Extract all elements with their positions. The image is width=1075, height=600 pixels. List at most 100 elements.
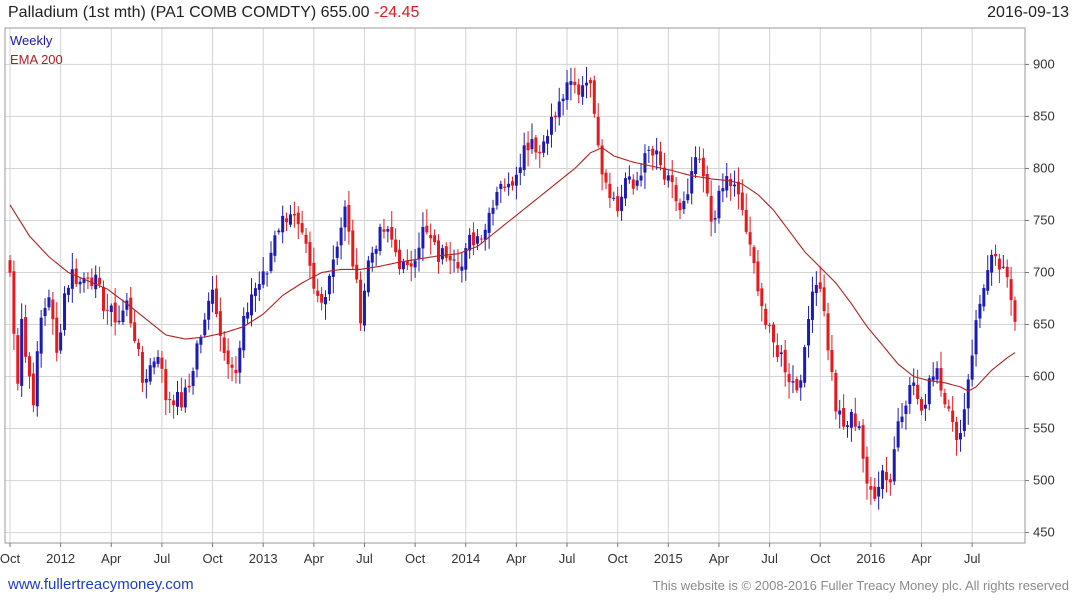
candle-body	[830, 350, 834, 373]
candle-body	[273, 235, 277, 256]
candle-body	[577, 84, 581, 95]
candle-body	[207, 300, 211, 320]
candle-body	[339, 227, 343, 246]
candle-body	[974, 320, 978, 355]
chart-header: Palladium (1st mth) (PA1 COMB COMDTY) 65…	[8, 4, 1069, 26]
candle-body	[997, 258, 1001, 270]
x-tick-label: Oct	[405, 551, 426, 566]
candle-body	[304, 234, 308, 244]
y-axis: 450 500 550 600 650 700 750 800 850 900	[1025, 56, 1055, 540]
candle-body	[16, 335, 20, 384]
candle-body	[331, 259, 335, 277]
candle-body	[546, 136, 550, 144]
candle-body	[678, 202, 682, 211]
candle-body	[51, 299, 55, 320]
x-tick-label: 2013	[249, 551, 278, 566]
candle-body	[814, 284, 818, 294]
candle-body	[775, 345, 779, 358]
candle-body	[59, 332, 63, 351]
candle-body	[674, 185, 678, 202]
candle-body	[144, 378, 148, 383]
candle-body	[846, 425, 849, 427]
x-tick-label: 2016	[856, 551, 885, 566]
candle-body	[810, 291, 814, 320]
candle-body	[647, 149, 651, 151]
price-change: -24.45	[374, 4, 420, 21]
candle-body	[238, 347, 242, 373]
candle-body	[113, 302, 117, 323]
plot-frame	[4, 27, 1026, 544]
candle-body	[803, 347, 807, 383]
candle-body	[479, 238, 483, 240]
candle-body	[63, 293, 67, 331]
instrument-label: Palladium (1st mth) (PA1 COMB COMDTY) 65…	[8, 4, 370, 21]
candle-body	[986, 270, 990, 291]
candle-body	[417, 247, 421, 260]
candle-body	[343, 206, 347, 228]
candle-body	[70, 269, 74, 289]
candle-body	[277, 230, 281, 233]
candle-body	[98, 277, 102, 285]
candle-body	[729, 179, 733, 187]
y-tick-label: 850	[1033, 108, 1055, 123]
candle-body	[359, 279, 363, 324]
candle-body	[160, 357, 164, 369]
candle-body	[943, 392, 947, 405]
candle-body	[857, 426, 861, 429]
candle-body	[444, 246, 448, 258]
candle-body	[105, 309, 109, 311]
candle-body	[242, 315, 246, 351]
y-tick-label: 900	[1033, 56, 1055, 71]
candle-body	[690, 171, 694, 194]
candle-body	[744, 209, 748, 232]
candle-body	[499, 183, 503, 190]
candle-body	[436, 240, 440, 262]
candle-body	[78, 281, 82, 285]
candle-body	[179, 392, 183, 408]
candle-body	[958, 433, 962, 440]
candle-body	[534, 137, 538, 153]
candle-body	[156, 357, 160, 364]
candle-body	[12, 271, 16, 334]
candle-body	[853, 413, 857, 427]
candle-body	[522, 145, 526, 170]
candle-body	[66, 287, 70, 295]
candle-body	[908, 385, 912, 404]
candle-body	[288, 214, 292, 225]
candle-body	[378, 226, 382, 251]
candle-body	[456, 262, 460, 269]
ema-200-line	[9, 146, 1016, 392]
candle-body	[530, 139, 534, 150]
candle-body	[616, 196, 620, 212]
candle-body	[152, 361, 156, 368]
candle-body	[935, 368, 939, 380]
candle-body	[670, 175, 674, 183]
candle-body	[269, 252, 273, 272]
candle-body	[195, 343, 199, 370]
legend-ema200: EMA 200	[10, 52, 63, 67]
candle-body	[970, 355, 974, 380]
candle-body	[109, 305, 113, 313]
website-link[interactable]: www.fullertreacymoney.com	[8, 576, 194, 593]
candle-body	[655, 150, 659, 155]
candle-body	[335, 246, 339, 258]
candle-body	[561, 98, 565, 102]
candle-body	[834, 372, 838, 412]
candle-body	[452, 259, 456, 261]
candle-body	[849, 411, 853, 428]
candle-body	[320, 294, 324, 303]
candle-body	[316, 290, 320, 296]
candle-body	[709, 195, 713, 222]
candle-body	[697, 158, 701, 160]
y-tick-label: 650	[1033, 317, 1055, 332]
candle-body	[994, 253, 998, 257]
x-tick-label: Jul	[356, 551, 373, 566]
candle-body	[990, 254, 994, 273]
y-tick-label: 700	[1033, 264, 1055, 279]
candle-body	[475, 236, 479, 244]
candle-body	[285, 218, 289, 223]
candle-body	[230, 364, 234, 368]
candle-body	[312, 262, 316, 289]
candle-body	[787, 373, 791, 383]
candle-body	[842, 407, 846, 427]
